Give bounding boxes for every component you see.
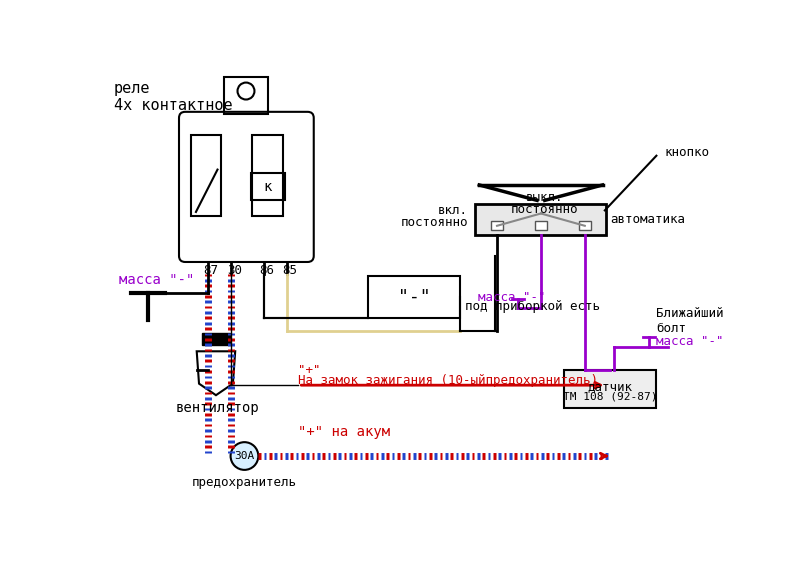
Text: автоматика: автоматика: [610, 212, 685, 226]
Text: масса "-": масса "-": [119, 273, 194, 287]
Text: постоянно: постоянно: [400, 216, 468, 229]
Text: 87: 87: [204, 264, 218, 277]
Text: "-": "-": [398, 288, 430, 306]
Text: выкл.: выкл.: [526, 191, 563, 204]
Bar: [578, 221, 591, 230]
Bar: [534, 221, 547, 230]
Circle shape: [230, 442, 258, 470]
Text: кнопко: кнопко: [664, 146, 709, 159]
Text: Ближайший
болт: Ближайший болт: [656, 307, 724, 335]
Text: масса "-": масса "-": [478, 291, 546, 304]
Bar: [252, 135, 283, 216]
Text: 30A: 30A: [234, 451, 254, 461]
Bar: [224, 77, 268, 114]
Bar: [475, 204, 606, 235]
Text: 86: 86: [259, 264, 274, 277]
Text: "+" на акум: "+" на акум: [298, 425, 390, 439]
Text: датчик: датчик: [588, 380, 633, 394]
Text: постоянно: постоянно: [511, 203, 578, 216]
Text: вкл.: вкл.: [438, 204, 468, 217]
Text: ТМ 108 (92-87): ТМ 108 (92-87): [563, 391, 658, 401]
Text: под приборкой есть: под приборкой есть: [466, 301, 601, 313]
Polygon shape: [197, 351, 235, 395]
Bar: [202, 333, 230, 345]
Text: 85: 85: [282, 264, 297, 277]
Text: 30: 30: [226, 264, 242, 277]
Text: вентилятор: вентилятор: [175, 401, 259, 415]
Bar: [190, 135, 222, 216]
Bar: [491, 221, 503, 230]
Bar: [564, 370, 656, 408]
Text: "+": "+": [298, 364, 321, 376]
Text: предохранитель: предохранитель: [192, 476, 297, 489]
Text: На замок зажигания (10-ыйпредохранитель): На замок зажигания (10-ыйпредохранитель): [298, 373, 598, 387]
Text: масса "-": масса "-": [656, 335, 724, 348]
Text: реле
4х контактное: реле 4х контактное: [114, 81, 232, 113]
Bar: [250, 174, 286, 200]
Text: к: к: [263, 180, 272, 195]
Bar: [368, 276, 460, 318]
